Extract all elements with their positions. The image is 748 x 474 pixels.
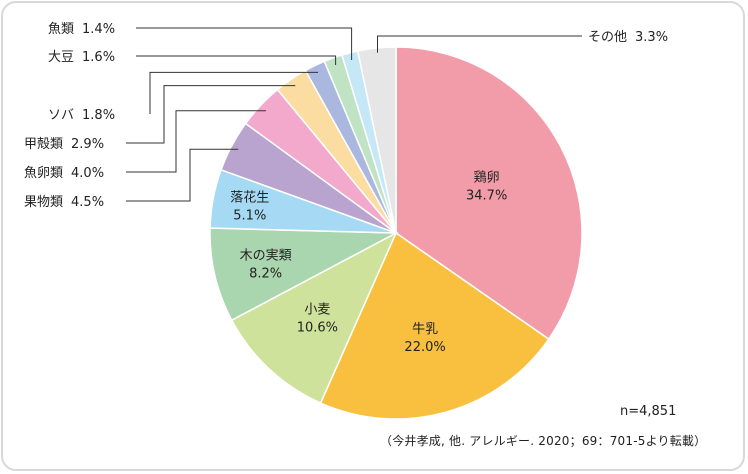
slice-10-label: 魚類 1.4% [48, 22, 115, 37]
slice-1 [319, 231, 550, 420]
slice-2-name: 小麦 [304, 302, 330, 317]
slice-7-value: 2.9% [71, 137, 104, 152]
slice-6-value: 4.0% [71, 166, 104, 181]
slice-11-leader-line [377, 35, 582, 53]
pie-slices [209, 46, 583, 420]
slice-8-leader-line [149, 71, 318, 114]
slice-7-label: 甲殻類 2.9% [24, 137, 104, 152]
slice-2-value: 10.6% [297, 320, 338, 335]
slice-2 [230, 231, 398, 405]
slice-0-name: 鶏卵 [474, 171, 500, 186]
slice-7-name: 甲殻類 [24, 137, 63, 152]
slice-labels: 鶏卵 34.7% 牛乳 22.0% 小麦 10.6% 木の実類 8.2% 落花生 5.1% 果物類 4… [24, 22, 668, 355]
slice-5-name: 果物類 [24, 195, 63, 210]
slice-11-label: その他 3.3% [588, 30, 668, 45]
slice-11-name: その他 [588, 30, 627, 45]
sample-size: n=4,851 [620, 404, 677, 419]
slice-6-label: 魚卵類 4.0% [24, 166, 104, 181]
slice-7-leader-line [126, 85, 296, 144]
slice-11-value: 3.3% [635, 30, 668, 45]
slice-3 [209, 227, 399, 322]
source-citation: （今井孝成, 他. アレルギー. 2020；69：701-5より転載） [380, 434, 707, 448]
leader-lines [126, 27, 582, 202]
slice-5-leader-line [126, 148, 239, 202]
slice-5-value: 4.5% [71, 195, 104, 210]
slice-11 [356, 46, 397, 234]
slice-3-value: 8.2% [249, 267, 282, 282]
slice-8-name: ソバ [48, 108, 74, 123]
slice-4-value: 5.1% [233, 208, 266, 223]
slice-0-value: 34.7% [466, 189, 507, 204]
slice-10-leader-line [136, 27, 353, 60]
slice-9-leader-line [136, 55, 337, 65]
slice-1-value: 22.0% [404, 340, 445, 355]
slice-8-label: ソバ 1.8% [48, 108, 115, 123]
slice-4-name: 落花生 [230, 189, 269, 205]
slice-10-value: 1.4% [82, 22, 115, 37]
slice-10-name: 魚類 [48, 22, 74, 37]
slice-9-value: 1.6% [82, 50, 115, 65]
slice-3-name: 木の実類 [240, 248, 292, 264]
slice-9-name: 大豆 [48, 50, 74, 65]
slice-0 [395, 46, 583, 341]
slice-5-label: 果物類 4.5% [24, 195, 104, 210]
slice-6-leader-line [126, 110, 266, 173]
slice-9-label: 大豆 1.6% [48, 50, 115, 65]
slice-8-value: 1.8% [82, 108, 115, 123]
slice-6-name: 魚卵類 [24, 166, 63, 181]
slice-1-name: 牛乳 [412, 322, 438, 337]
